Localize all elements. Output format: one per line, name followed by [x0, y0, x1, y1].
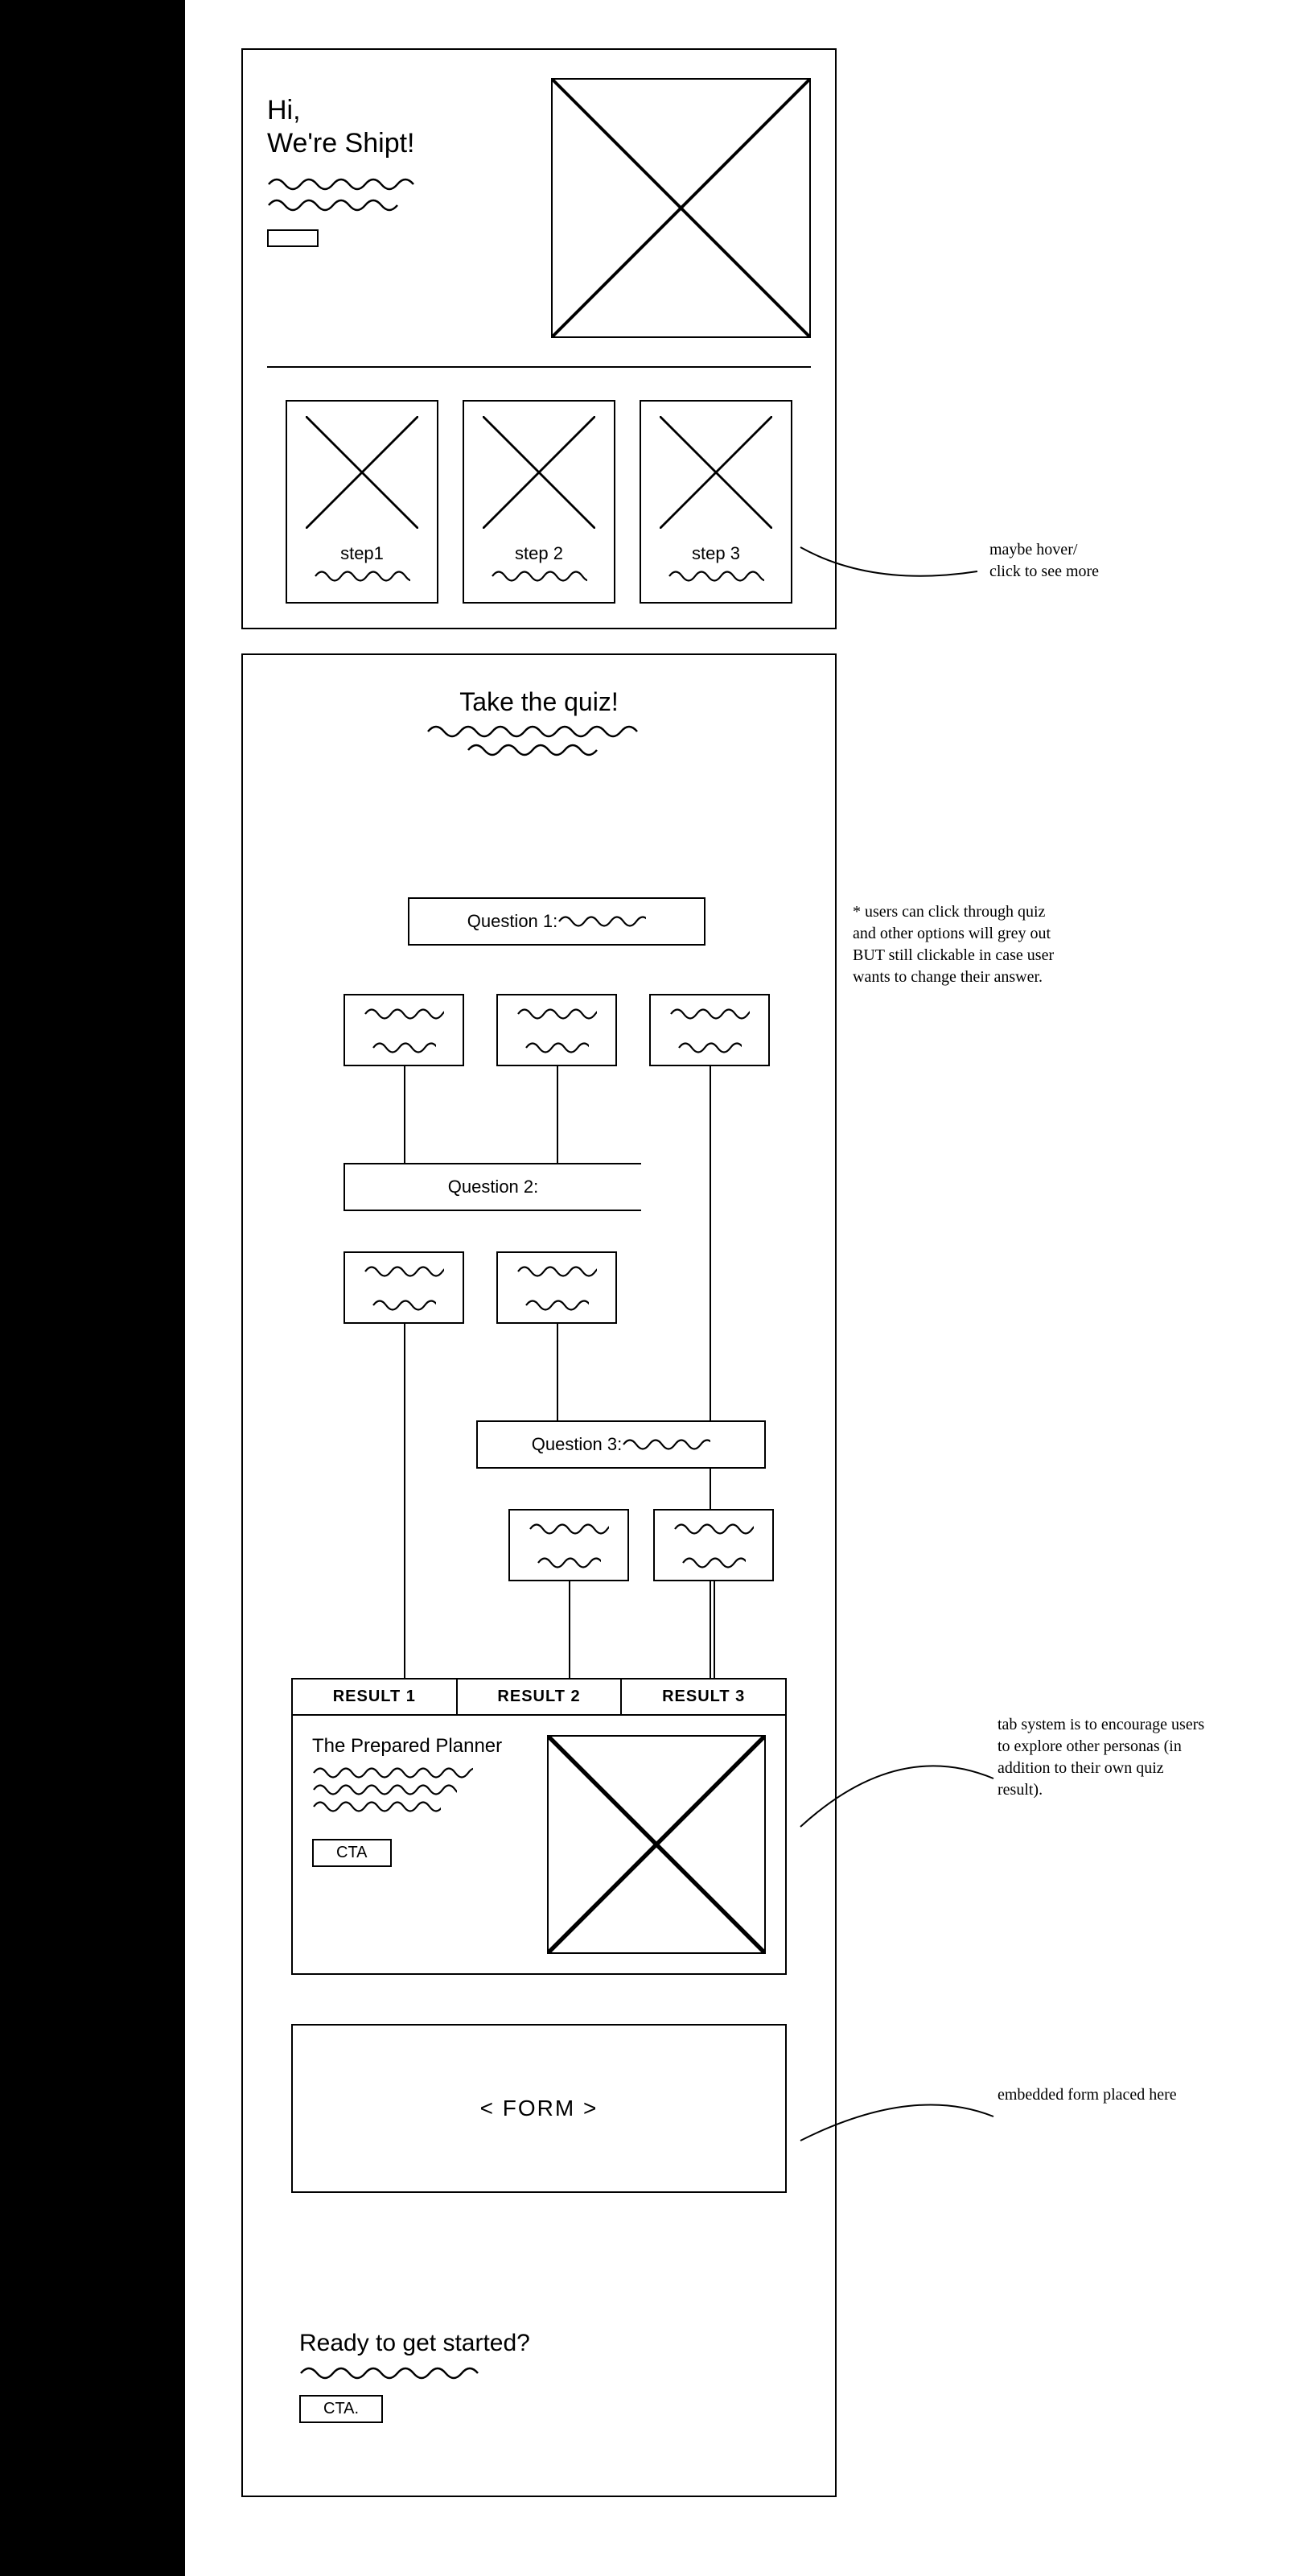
connector-line — [714, 1581, 715, 1678]
annotation-arrow-form — [796, 2092, 998, 2157]
step-label: step1 — [340, 543, 384, 564]
hero-squiggle-1 — [267, 176, 527, 191]
quiz-header: Take the quiz! — [267, 687, 811, 760]
result-image-placeholder — [547, 1735, 766, 1954]
footer-title: Ready to get started? — [299, 2330, 779, 2357]
result-tab-1[interactable]: RESULT 1 — [293, 1680, 458, 1716]
result-tab-3[interactable]: RESULT 3 — [622, 1680, 785, 1716]
results-panel: RESULT 1RESULT 2RESULT 3 The Prepared Pl… — [291, 1678, 787, 1975]
answer-q3-2[interactable] — [653, 1509, 774, 1581]
page-root: Hi, We're Shipt! — [0, 0, 1304, 2576]
step-image-placeholder — [660, 416, 772, 529]
question-1: Question 1: — [408, 897, 705, 946]
steps-row: step1 step 2 step 3 — [243, 392, 835, 628]
answer-q1-1[interactable] — [343, 994, 464, 1066]
connector-line — [404, 1066, 405, 1163]
result-cta-button[interactable]: CTA — [312, 1839, 392, 1867]
step-image-placeholder — [483, 416, 595, 529]
annotation-steps: maybe hover/ click to see more — [989, 539, 1199, 583]
panel-hero-steps: Hi, We're Shipt! — [241, 48, 837, 629]
panel-quiz: Take the quiz! Question 1: Question 2:Qu… — [241, 653, 837, 2497]
hero-title-line1: Hi, — [267, 95, 301, 126]
left-black-sidebar — [0, 0, 185, 2576]
hero-title: Hi, We're Shipt! — [267, 94, 527, 160]
hero-image-placeholder — [551, 78, 811, 338]
step-card-2[interactable]: step 2 — [463, 400, 615, 604]
result-persona-title: The Prepared Planner — [312, 1735, 531, 1758]
result-tab-2[interactable]: RESULT 2 — [458, 1680, 623, 1716]
question-2: Question 2: — [343, 1163, 641, 1211]
hero-squiggle-2 — [267, 197, 527, 212]
results-tabs: RESULT 1RESULT 2RESULT 3 — [293, 1680, 785, 1716]
hero-cta-button[interactable] — [267, 229, 319, 247]
annotation-tabs: tab system is to encourage users to expl… — [998, 1714, 1207, 1801]
step-image-placeholder — [306, 416, 418, 529]
footer-cta-button[interactable]: CTA. — [299, 2395, 383, 2423]
result-content: The Prepared Planner CTA — [312, 1735, 531, 1954]
connector-line — [557, 1066, 558, 1163]
quiz-flow-diagram: Question 1: Question 2: Question 3: RESUL… — [267, 760, 811, 2314]
step-label: step 3 — [692, 543, 740, 564]
footer-squiggle — [299, 2365, 492, 2380]
annotation-form: embedded form placed here — [998, 2084, 1207, 2106]
step-card-3[interactable]: step 3 — [640, 400, 792, 604]
answer-q2-2[interactable] — [496, 1251, 617, 1324]
connector-line — [404, 1324, 405, 1678]
answer-q2-1[interactable] — [343, 1251, 464, 1324]
hero-divider — [267, 366, 811, 368]
hero-text: Hi, We're Shipt! — [267, 78, 527, 251]
embedded-form-placeholder[interactable]: < FORM > — [291, 2024, 787, 2193]
connector-line — [710, 1066, 711, 1678]
content-area: Hi, We're Shipt! — [185, 0, 1304, 2570]
answer-q1-2[interactable] — [496, 994, 617, 1066]
annotation-arrow-tabs — [796, 1746, 998, 1843]
quiz-title-squiggle-2 — [467, 742, 611, 756]
question-3: Question 3: — [476, 1420, 766, 1469]
image-x-icon — [551, 78, 811, 338]
step-squiggle — [668, 569, 764, 586]
answer-q1-3[interactable] — [649, 994, 770, 1066]
annotation-quiz: * users can click through quiz and other… — [853, 901, 1062, 988]
result-squiggles — [312, 1766, 531, 1816]
quiz-title: Take the quiz! — [267, 687, 811, 717]
connector-line — [557, 1324, 558, 1420]
hero-title-line2: We're Shipt! — [267, 128, 415, 159]
wireframe-column: Hi, We're Shipt! — [241, 48, 837, 2497]
answer-q3-1[interactable] — [508, 1509, 629, 1581]
step-squiggle — [491, 569, 587, 586]
quiz-title-squiggle-1 — [426, 723, 652, 738]
connector-line — [569, 1581, 570, 1678]
step-card-1[interactable]: step1 — [286, 400, 438, 604]
step-label: step 2 — [515, 543, 563, 564]
footer-cta-section: Ready to get started? CTA. — [267, 2314, 811, 2455]
annotation-arrow-steps — [796, 531, 981, 587]
hero-section: Hi, We're Shipt! — [243, 50, 835, 366]
step-squiggle — [314, 569, 410, 586]
